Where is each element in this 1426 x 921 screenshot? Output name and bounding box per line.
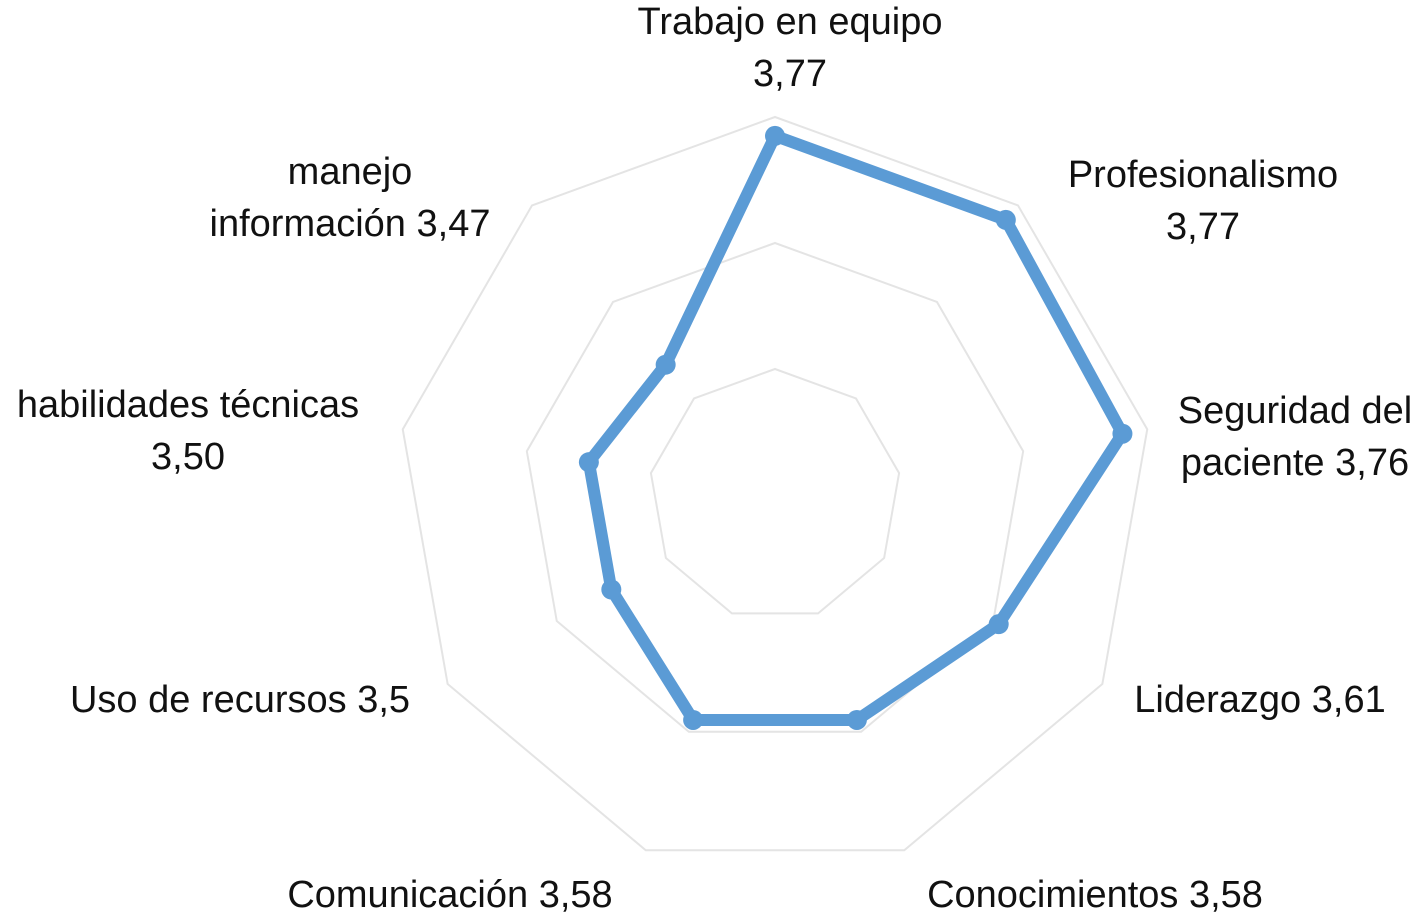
axis-label: Seguridad del paciente 3,76 (1160, 385, 1426, 489)
category-label: Conocimientos (927, 874, 1179, 916)
axis-label: Trabajo en equipo 3,77 (610, 0, 970, 100)
data-point (765, 125, 785, 146)
axis-label: Profesionalismo 3,77 (1043, 149, 1363, 253)
data-point (846, 709, 867, 730)
axis-label: Liderazgo 3,61 (1100, 674, 1420, 726)
axis-label: Conocimientos 3,58 (895, 869, 1295, 921)
value-label: 3,58 (538, 874, 613, 916)
series-line (582, 129, 1129, 726)
category-label: Trabajo en equipo (637, 1, 943, 43)
axis-label: Uso de recursos 3,5 (40, 674, 440, 726)
value-label: 3,58 (1188, 874, 1263, 916)
category-label: Uso de recursos (69, 679, 347, 721)
grid-ring (525, 241, 1025, 733)
category-label: Liderazgo (1134, 679, 1302, 721)
grid-ring (649, 367, 901, 615)
category-label: Seguridad del paciente (1177, 390, 1413, 484)
data-point (995, 209, 1016, 230)
category-label: habilidades técnicas (16, 384, 360, 426)
category-label: Profesionalismo (1067, 154, 1339, 196)
data-point (601, 579, 622, 600)
value-label: 3,50 (151, 436, 225, 478)
value-label: 3,77 (1166, 206, 1240, 248)
data-point (655, 354, 676, 375)
category-label: Comunicación (287, 874, 529, 916)
category-label: manejo información (209, 151, 413, 245)
axis-label: Comunicación 3,58 (250, 869, 650, 921)
data-point (988, 614, 1009, 635)
data-point (683, 709, 704, 730)
grid-ring (401, 115, 1149, 852)
data-point (1112, 423, 1133, 444)
value-label: 3,77 (753, 53, 827, 95)
value-label: 3,76 (1335, 442, 1410, 484)
data-point (578, 452, 599, 473)
value-label: 3,47 (416, 203, 491, 245)
axis-label: manejo información 3,47 (185, 146, 515, 250)
value-label: 3,61 (1311, 679, 1386, 721)
axis-label: habilidades técnicas 3,50 (0, 379, 388, 483)
value-label: 3,5 (357, 679, 411, 721)
